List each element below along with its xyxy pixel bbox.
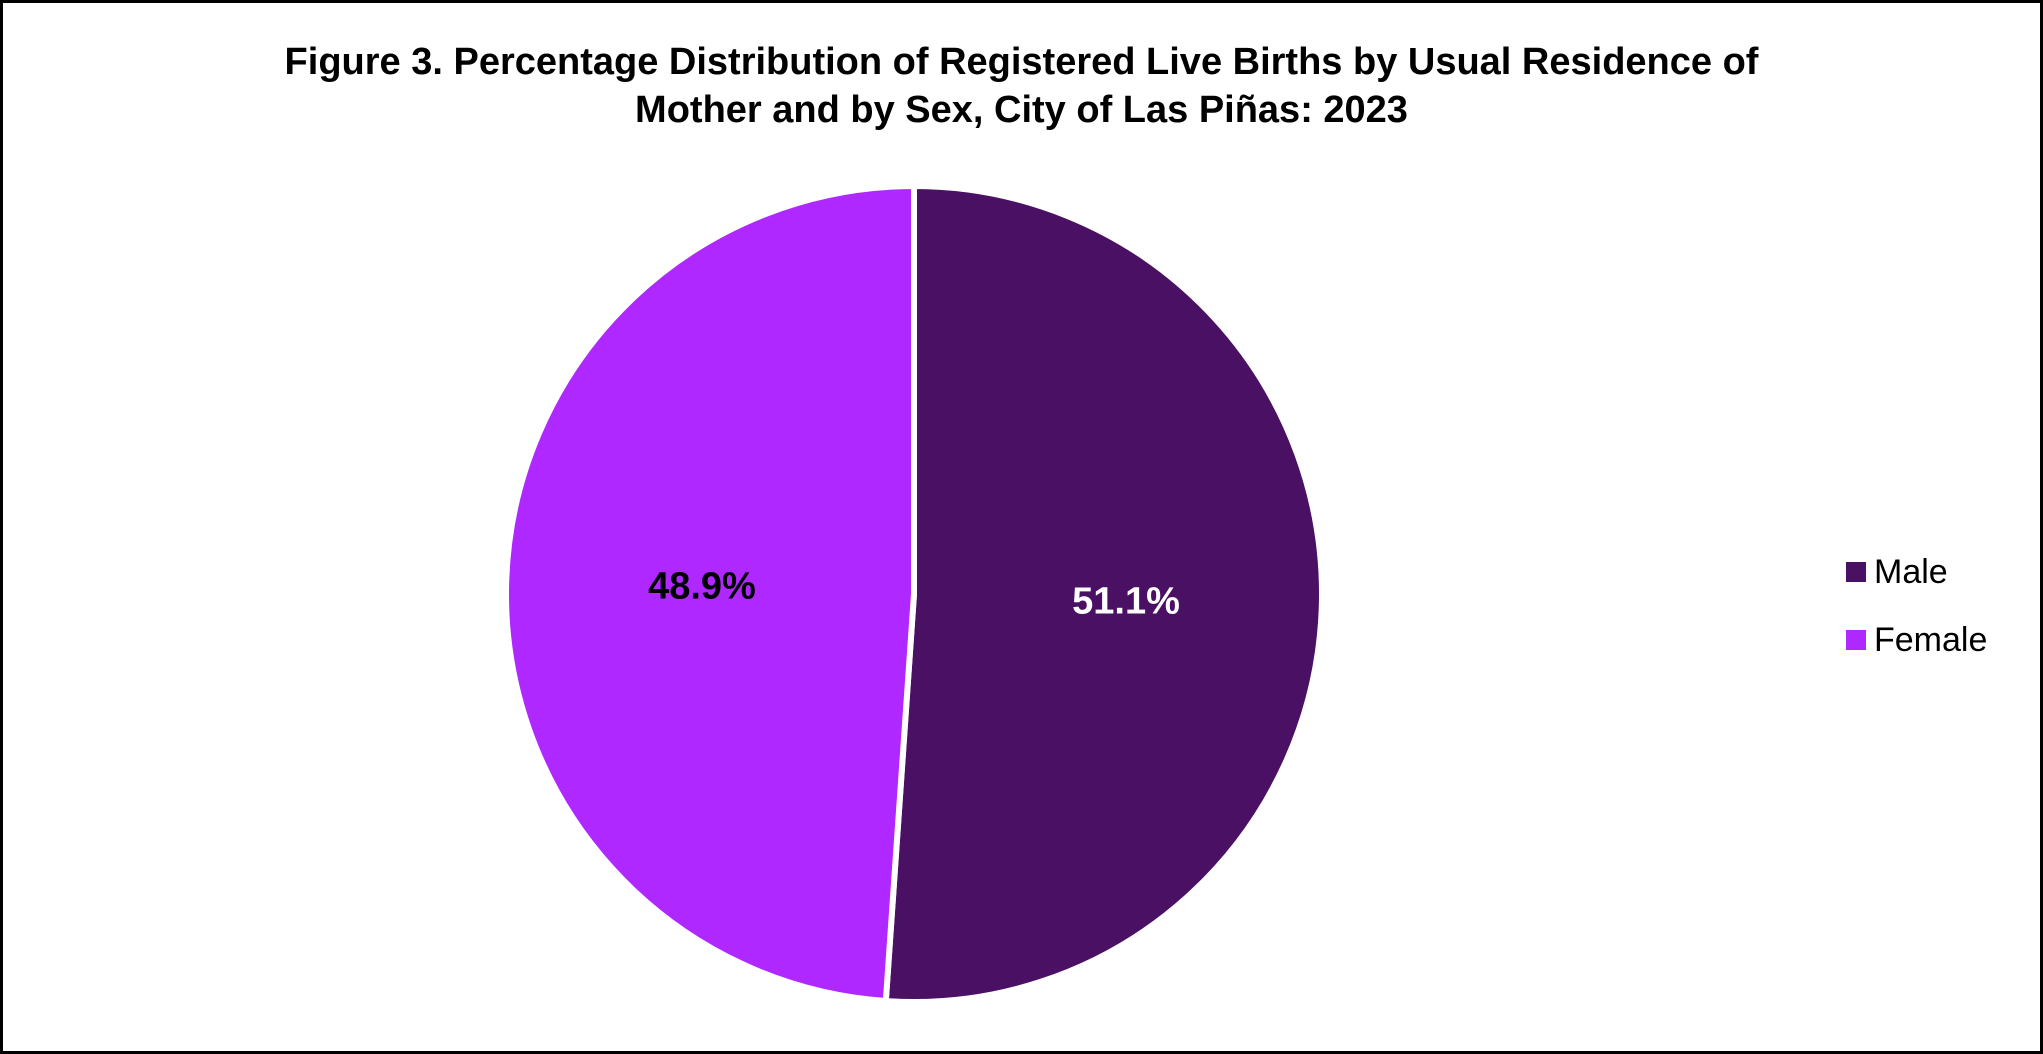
legend-label-male: Male xyxy=(1874,552,1948,591)
pie-slice-female xyxy=(502,183,917,1005)
legend-item-female: Female xyxy=(1846,606,1987,674)
chart-title: Figure 3. Percentage Distribution of Reg… xyxy=(160,38,1883,134)
chart-title-line-1: Figure 3. Percentage Distribution of Reg… xyxy=(284,41,1759,83)
data-label-female: 48.9% xyxy=(648,566,756,608)
pie-slice-male xyxy=(882,183,1325,1005)
legend-label-female: Female xyxy=(1874,620,1988,659)
legend-item-male: Male xyxy=(1846,538,1987,606)
chart-title-line-2: Mother and by Sex, City of Las Piñas: 20… xyxy=(635,89,1408,131)
legend-swatch-female xyxy=(1846,630,1866,650)
chart-legend: Male Female xyxy=(1846,538,1987,674)
data-label-male: 51.1% xyxy=(1072,580,1180,622)
legend-swatch-male xyxy=(1846,562,1866,582)
